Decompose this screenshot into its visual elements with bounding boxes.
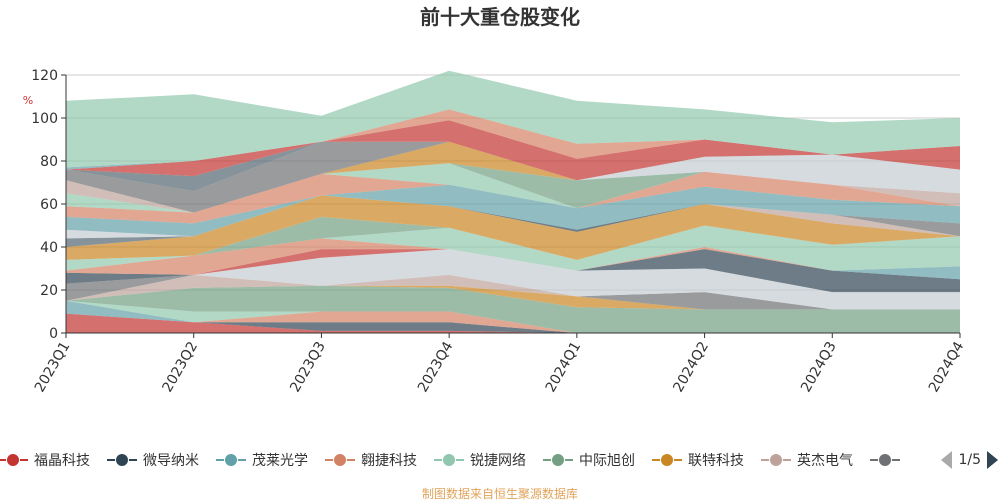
legend-marker-icon	[434, 453, 464, 467]
x-tick-label: 2023Q3	[287, 339, 329, 395]
legend-item[interactable]	[870, 453, 906, 467]
series-area-1	[66, 313, 960, 333]
y-tick-label: 100	[31, 111, 58, 127]
series-area-11	[66, 249, 960, 310]
series-area-27	[66, 163, 960, 213]
series-area-2	[66, 313, 960, 333]
x-tick-label: 2024Q4	[926, 339, 968, 395]
legend-item[interactable]: 福晶科技	[0, 450, 90, 470]
legend-item[interactable]: 中际旭创	[543, 450, 635, 470]
legend-marker-icon	[107, 453, 137, 467]
series-area-19	[66, 195, 960, 247]
series-area-31	[66, 141, 960, 213]
legend-marker-icon	[761, 453, 791, 467]
legend-marker-icon	[216, 453, 246, 467]
legend-item[interactable]: 英杰电气	[761, 450, 853, 470]
legend-item[interactable]: 联特科技	[652, 450, 744, 470]
legend-item[interactable]: 锐捷网络	[434, 450, 526, 470]
legend-item[interactable]: 茂莱光学	[216, 450, 308, 470]
x-tick-label: 2023Q4	[415, 339, 457, 395]
series-area-8	[66, 274, 960, 310]
series-area-38	[66, 70, 960, 168]
series-area-6	[66, 285, 960, 333]
series-area-26	[66, 171, 960, 224]
prev-page-icon[interactable]	[941, 451, 953, 469]
legend-pager: 1/5	[935, 446, 1000, 474]
y-tick-label: 80	[40, 154, 58, 170]
series-area-32	[66, 141, 960, 194]
legend-marker-icon	[652, 453, 682, 467]
legend-label: 锐捷网络	[470, 453, 526, 469]
legend: 福晶科技 微导纳米 茂莱光学 翱捷科技 锐捷网络 中际旭创 联特科技 英杰电气	[0, 446, 1000, 474]
legend-track: 福晶科技 微导纳米 茂莱光学 翱捷科技 锐捷网络 中际旭创 联特科技 英杰电气	[0, 446, 923, 474]
series-area-15	[66, 238, 960, 275]
source-note: 制图数据来自恒生聚源数据库	[421, 487, 578, 501]
series-area-17	[66, 216, 960, 260]
chart-title: 前十大重仓股变化	[420, 5, 580, 29]
legend-marker-icon	[0, 453, 28, 467]
x-tick-label: 2023Q1	[32, 339, 74, 395]
legend-label: 福晶科技	[34, 453, 90, 469]
series-area-13	[66, 249, 960, 293]
stacked-areas	[66, 70, 960, 333]
legend-label: 茂莱光学	[252, 453, 308, 469]
legend-label: 联特科技	[688, 453, 744, 469]
y-tick-label: 60	[40, 197, 58, 213]
series-area-28	[66, 163, 960, 213]
x-tick-label: 2024Q1	[543, 339, 585, 395]
legend-marker-icon	[543, 453, 573, 467]
series-area-16	[66, 225, 960, 271]
series-area-18	[66, 195, 960, 260]
legend-label: 英杰电气	[797, 453, 853, 469]
series-area-33	[66, 141, 960, 194]
series-area-37	[66, 109, 960, 168]
series-area-9	[66, 274, 960, 310]
x-tick-label: 2024Q3	[798, 339, 840, 395]
x-tick-label: 2023Q2	[160, 339, 202, 395]
next-page-icon[interactable]	[987, 451, 998, 469]
series-area-5	[66, 300, 960, 333]
y-tick-label: 20	[40, 283, 58, 299]
series-area-7	[66, 285, 960, 310]
series-area-25	[66, 184, 960, 237]
y-unit-label: %	[23, 94, 33, 107]
y-tick-label: 40	[40, 240, 58, 256]
legend-marker-icon	[870, 453, 900, 467]
legend-marker-icon	[325, 453, 355, 467]
x-tick-label: 2024Q2	[670, 339, 712, 395]
legend-page-indicator: 1/5	[958, 452, 981, 468]
y-tick-label: 0	[49, 326, 58, 342]
legend-label: 翱捷科技	[361, 453, 417, 469]
legend-item[interactable]: 微导纳米	[107, 450, 199, 470]
series-area-30	[66, 141, 960, 213]
series-area-34	[66, 120, 960, 181]
legend-label: 中际旭创	[579, 453, 635, 469]
legend-item[interactable]: 翱捷科技	[325, 450, 417, 470]
series-area-12	[66, 249, 960, 293]
y-tick-label: 120	[31, 68, 58, 84]
series-area-4	[66, 300, 960, 333]
legend-label: 微导纳米	[143, 453, 199, 469]
